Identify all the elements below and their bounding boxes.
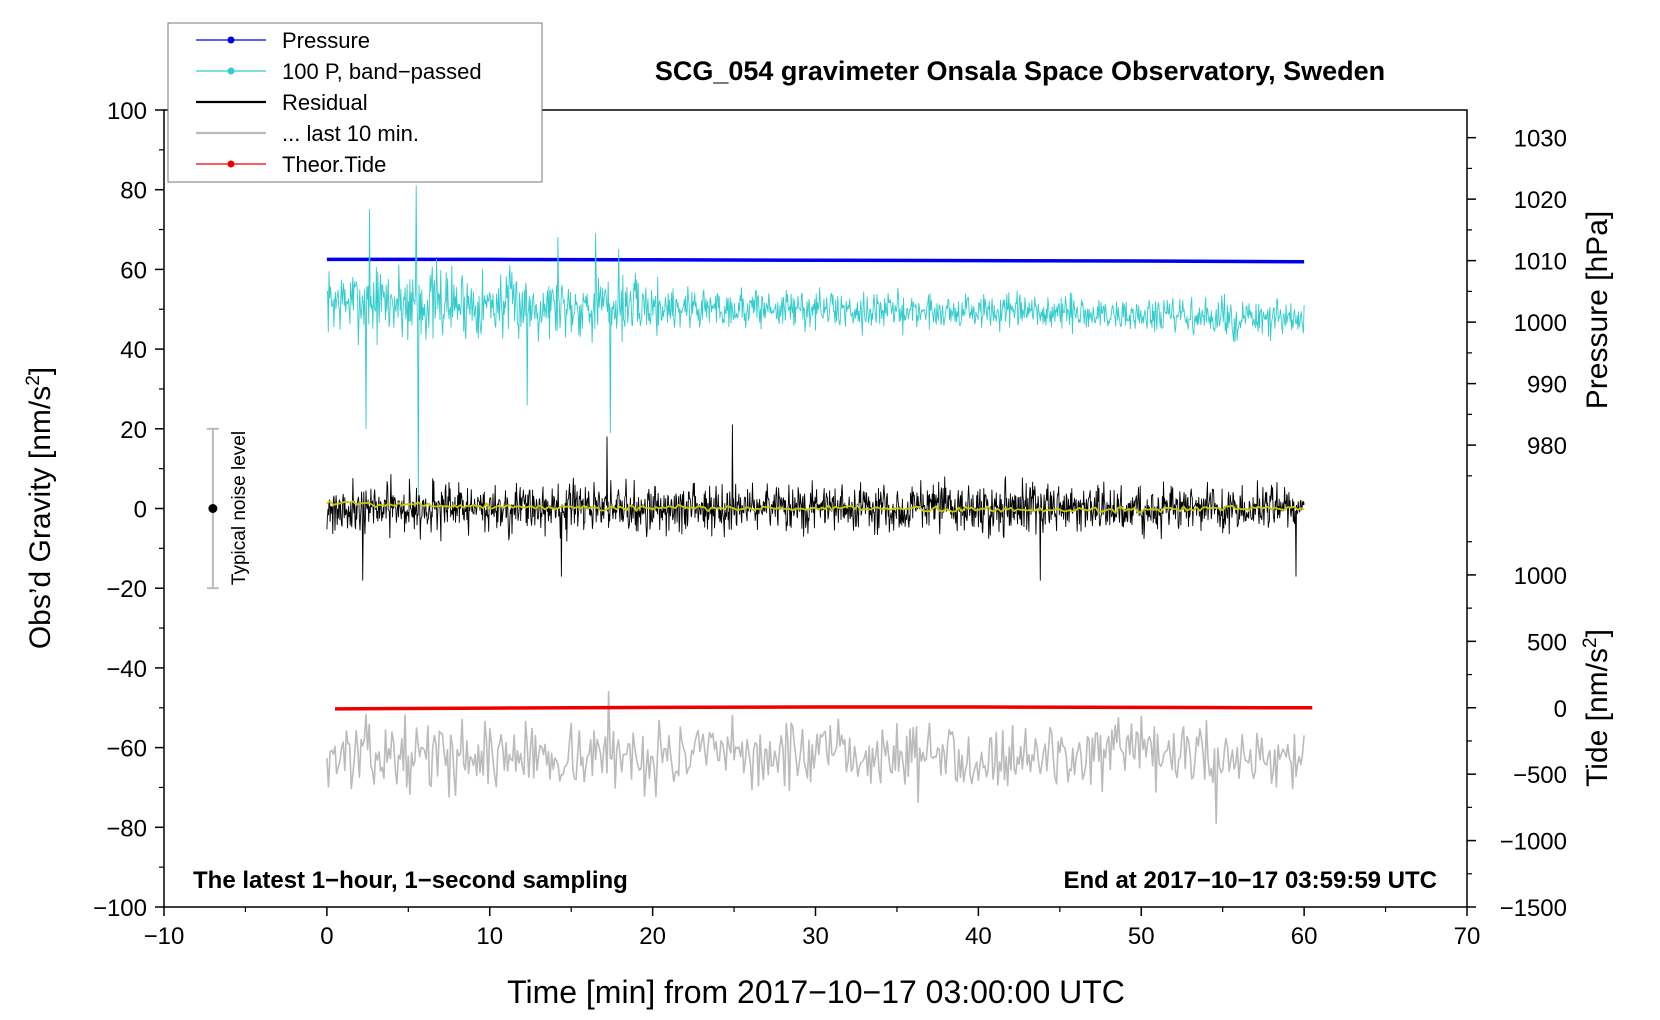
x-tick-label: −10 <box>144 923 185 950</box>
pressure-tick-label: 1010 <box>1514 249 1567 276</box>
y-tick-label: 100 <box>107 98 147 125</box>
legend-label: 100 P, band−passed <box>282 59 482 84</box>
x-tick-label: 10 <box>476 923 503 950</box>
legend-swatch-marker <box>227 67 235 75</box>
legend: Pressure 100 P, band−passed Residual ... la… <box>167 22 543 183</box>
tide-tick-label: 1000 <box>1514 563 1567 590</box>
pressure-axis-label: Pressure [hPa] <box>1581 211 1614 409</box>
chart-title: SCG_054 gravimeter Onsala Space Observat… <box>655 56 1385 86</box>
series-2-line <box>326 424 1305 581</box>
y-tick-label: −100 <box>93 895 147 922</box>
y-axis-label: Obs’d Gravity [nm/s2] <box>23 367 57 649</box>
tide-axis-label: Tide [nm/s2] <box>1580 629 1614 787</box>
y-tick-label: 0 <box>134 497 147 524</box>
x-tick-label: 20 <box>639 923 666 950</box>
x-tick-label: 0 <box>320 923 333 950</box>
x-tick-label: 40 <box>965 923 992 950</box>
series-layer <box>326 185 1313 825</box>
y-tick-label: −20 <box>106 576 147 603</box>
tide-axis-label-close: ] <box>1581 629 1614 637</box>
tide-tick-label: −500 <box>1513 762 1567 789</box>
y-axis-label-close: ] <box>24 367 57 375</box>
tide-tick-label: −1000 <box>1500 829 1567 856</box>
pressure-tick-label: 990 <box>1527 372 1567 399</box>
series-4-line <box>326 691 1305 825</box>
legend-label: ... last 10 min. <box>282 121 419 146</box>
legend-swatch-marker <box>227 160 235 168</box>
y-tick-label: 20 <box>120 417 147 444</box>
legend-label: Theor.Tide <box>282 152 386 177</box>
x-tick-label: 50 <box>1128 923 1155 950</box>
series-0-line <box>326 257 1305 264</box>
noise-bar-center-dot <box>208 504 218 513</box>
legend-label: Pressure <box>282 28 370 53</box>
legend-label: Residual <box>282 90 368 115</box>
pressure-tick-label: 980 <box>1527 433 1567 460</box>
x-tick-label: 70 <box>1454 923 1481 950</box>
y-tick-label: 60 <box>120 257 147 284</box>
x-axis-label: Time [min] from 2017−10−17 03:00:00 UTC <box>507 974 1125 1010</box>
series-3-line <box>326 500 1305 514</box>
y-tick-label: −80 <box>106 815 147 842</box>
y-axis-label-sup: 2 <box>23 375 44 386</box>
series-1-line <box>326 185 1305 501</box>
annotation-bottom-left: The latest 1−hour, 1−second sampling <box>193 867 628 894</box>
y-tick-label: −40 <box>106 656 147 683</box>
y-tick-label: 40 <box>120 337 147 364</box>
y-tick-label: 80 <box>120 178 147 205</box>
noise-level-label: Typical noise level <box>229 431 250 585</box>
y-tick-label: −60 <box>106 736 147 763</box>
pressure-tick-label: 1000 <box>1514 310 1567 337</box>
tide-axis-label-main: Tide [nm/s <box>1581 648 1614 787</box>
x-tick-label: 60 <box>1291 923 1318 950</box>
y-axis-label-main: Obs’d Gravity [nm/s <box>24 386 57 649</box>
pressure-tick-label: 1030 <box>1514 126 1567 153</box>
series-5-line <box>334 705 1313 711</box>
legend-swatch-marker <box>227 36 235 44</box>
noise-level-bar <box>206 427 219 590</box>
axis-layer: −10 0 10 20 30 40 50 60 70−100−80−60−40−20020406… <box>93 98 1567 950</box>
tide-tick-label: 500 <box>1527 629 1567 656</box>
tide-axis-label-sup: 2 <box>1580 637 1601 648</box>
x-tick-label: 30 <box>802 923 829 950</box>
tide-tick-label: −1500 <box>1500 895 1567 922</box>
tide-tick-label: 0 <box>1554 696 1567 723</box>
annotation-bottom-right: End at 2017−10−17 03:59:59 UTC <box>1063 867 1437 894</box>
pressure-tick-label: 1020 <box>1514 187 1567 214</box>
